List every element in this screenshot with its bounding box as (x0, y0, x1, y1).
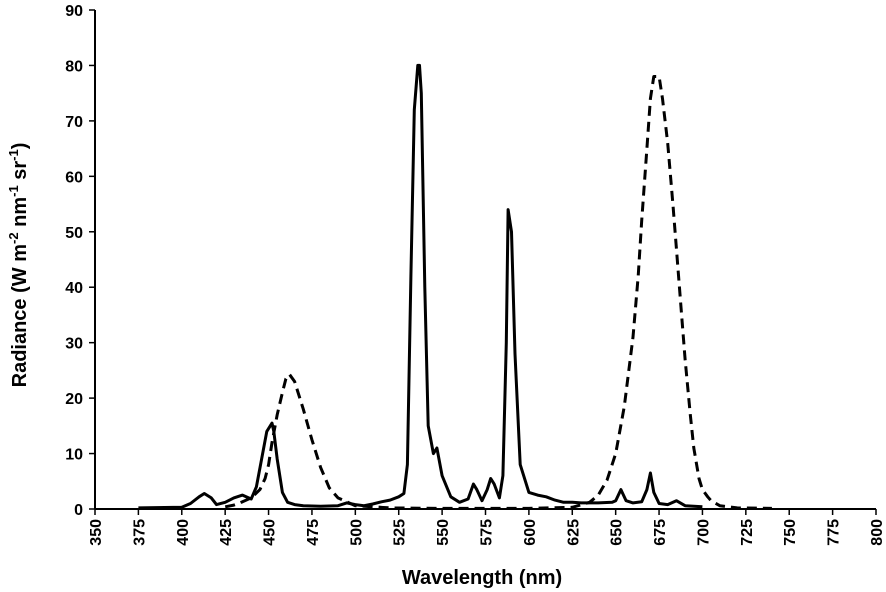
series-line-solid (138, 63, 703, 510)
y-tick-label: 10 (65, 447, 83, 464)
y-tick-label: 50 (65, 225, 83, 242)
y-tick-label: 30 (65, 336, 83, 353)
y-tick-label: 40 (65, 280, 83, 297)
x-tick-label: 800 (869, 519, 886, 546)
x-tick-label: 350 (88, 519, 105, 546)
y-tick-label: 80 (65, 58, 83, 75)
y-tick-label: 70 (65, 114, 83, 131)
y-axis-title-exp3: -1 (6, 149, 21, 161)
x-tick-label: 550 (435, 519, 452, 546)
ticks: 0 10 20 30 40 50 60 70 80 90 350 375 400 425 450 475 500… (65, 3, 886, 546)
y-axis-title-mid1: nm (9, 197, 31, 233)
x-axis-title: Wavelength (nm) (402, 567, 562, 589)
x-tick-label: 425 (218, 519, 235, 546)
x-tick-label: 450 (262, 519, 279, 546)
y-tick-label: 90 (65, 3, 83, 20)
x-tick-label: 575 (479, 519, 496, 546)
y-tick-label: 20 (65, 391, 83, 408)
y-tick-label: 60 (65, 169, 83, 186)
y-tick-label: 0 (74, 502, 83, 519)
axes (94, 10, 876, 510)
y-axis-title-base: Radiance (W m (9, 244, 31, 387)
x-tick-label: 500 (348, 519, 365, 546)
plot-lines (138, 63, 772, 510)
series-line-dashed (224, 75, 772, 510)
y-axis-title-exp2: -1 (6, 185, 21, 197)
x-tick-label: 400 (175, 519, 192, 546)
x-tick-label: 625 (565, 519, 582, 546)
x-tick-label: 375 (131, 519, 148, 546)
x-tick-label: 600 (522, 519, 539, 546)
x-tick-label: 725 (739, 519, 756, 546)
x-tick-label: 775 (826, 519, 843, 546)
y-axis-title-exp1: -2 (6, 232, 21, 244)
x-tick-label: 525 (392, 519, 409, 546)
x-tick-label: 650 (609, 519, 626, 546)
y-axis-title-end: ) (9, 143, 31, 150)
x-tick-label: 675 (652, 519, 669, 546)
y-axis-title-mid2: sr (9, 161, 31, 186)
y-axis-title: Radiance (W m-2 nm-1 sr-1) (6, 143, 31, 388)
x-tick-label: 475 (305, 519, 322, 546)
x-tick-label: 750 (782, 519, 799, 546)
x-tick-label: 700 (695, 519, 712, 546)
